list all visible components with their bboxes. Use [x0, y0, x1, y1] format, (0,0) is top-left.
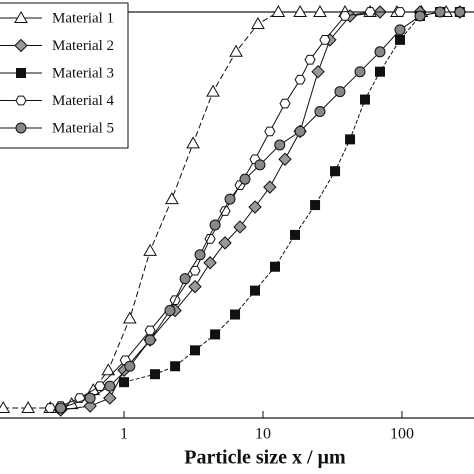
legend-label: Material 3: [52, 65, 114, 81]
marker: [122, 311, 137, 324]
marker: [15, 95, 27, 106]
legend: Material 1 Material 2 Material 3 Material 4…: [0, 2, 129, 149]
marker: [270, 261, 281, 272]
legend-label: Material 5: [52, 120, 114, 136]
marker: [119, 377, 130, 388]
legend-label: Material 2: [52, 38, 114, 54]
marker: [311, 64, 325, 79]
marker: [149, 369, 160, 380]
marker: [229, 44, 243, 57]
marker: [170, 361, 181, 372]
marker: [374, 66, 385, 77]
legend-label: Material 1: [52, 10, 114, 26]
marker: [339, 11, 351, 21]
marker: [250, 285, 261, 296]
marker: [279, 98, 291, 109]
marker: [394, 24, 406, 36]
x-tick-label: 100: [390, 426, 414, 443]
marker: [210, 329, 221, 340]
marker: [209, 219, 221, 231]
marker: [143, 243, 157, 256]
marker: [334, 86, 346, 98]
marker: [330, 166, 341, 177]
legend-label: Material 4: [52, 93, 115, 109]
marker: [233, 220, 247, 234]
x-tick-label: 10: [255, 426, 271, 443]
marker: [359, 94, 370, 105]
marker: [144, 334, 156, 346]
marker: [189, 345, 200, 356]
marker: [264, 126, 276, 137]
marker: [263, 180, 277, 194]
marker: [313, 4, 327, 17]
marker: [83, 399, 97, 413]
marker: [278, 152, 292, 166]
marker: [394, 7, 406, 17]
marker: [186, 136, 200, 149]
marker: [294, 125, 306, 137]
marker: [103, 391, 117, 405]
marker: [16, 68, 26, 78]
marker: [293, 4, 307, 17]
marker: [165, 192, 179, 205]
marker: [319, 35, 331, 45]
marker: [248, 200, 262, 214]
marker: [188, 279, 202, 294]
marker: [194, 249, 206, 261]
marker: [164, 305, 176, 317]
marker: [55, 402, 67, 414]
marker: [224, 193, 236, 205]
marker: [374, 46, 386, 58]
x-tick-label: 1: [120, 426, 128, 443]
marker: [84, 392, 96, 404]
marker: [218, 236, 232, 250]
x-axis-label: Particle size x / µm: [184, 447, 346, 469]
marker: [454, 6, 466, 18]
marker: [310, 200, 321, 211]
marker: [274, 139, 286, 151]
marker: [254, 159, 266, 171]
marker: [203, 256, 217, 270]
marker: [15, 122, 27, 134]
marker: [14, 38, 28, 53]
marker: [304, 54, 316, 65]
marker: [14, 10, 28, 23]
marker: [204, 234, 216, 244]
marker: [434, 6, 446, 18]
marker: [104, 380, 116, 392]
series-line: [60, 11, 460, 409]
marker: [219, 206, 231, 216]
marker: [290, 229, 301, 240]
marker: [271, 4, 286, 17]
marker: [179, 273, 191, 285]
marker: [239, 173, 251, 185]
marker: [394, 34, 405, 45]
marker: [21, 401, 35, 414]
marker: [144, 325, 156, 336]
plot-frame: [0, 11, 474, 419]
marker: [206, 84, 220, 97]
marker: [0, 401, 11, 414]
marker: [345, 134, 356, 145]
marker: [101, 363, 116, 376]
marker: [364, 7, 376, 17]
marker: [354, 66, 366, 78]
marker: [230, 309, 241, 320]
marker: [314, 106, 326, 118]
marker: [294, 74, 306, 85]
marker: [94, 381, 106, 391]
marker: [124, 360, 136, 372]
marker: [44, 403, 56, 413]
marker: [414, 10, 426, 22]
marker: [251, 16, 265, 29]
